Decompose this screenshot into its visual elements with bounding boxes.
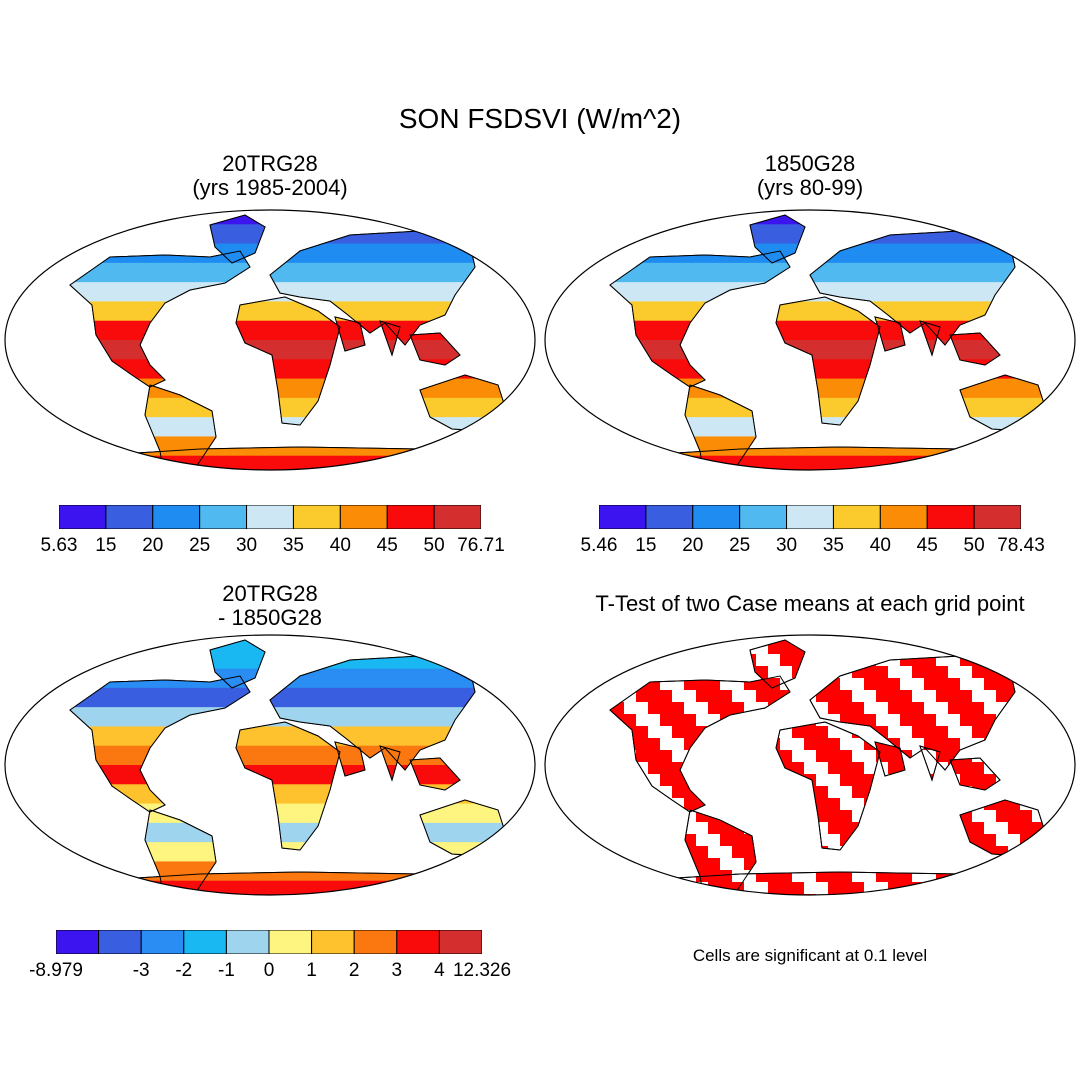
colorbar-label: 15	[95, 535, 117, 556]
colorbar-label: -3	[132, 960, 150, 981]
colorbar-label: -1	[217, 960, 235, 981]
colorbar-box	[311, 930, 355, 954]
colorbar-box	[268, 930, 313, 954]
colorbar-box	[105, 505, 154, 529]
colorbar-box	[599, 505, 647, 529]
colorbar-label: 30	[235, 535, 258, 556]
colorbar-box	[152, 505, 201, 529]
colorbar-box	[98, 930, 142, 954]
colorbar-label: 25	[189, 535, 211, 556]
colorbar-label: 4	[434, 960, 445, 981]
colorbar-label: 50	[423, 535, 445, 556]
colorbar-box	[386, 505, 435, 529]
ttest-note: Cells are significant at 0.1 level	[692, 946, 928, 965]
colorbar-box	[353, 930, 398, 954]
colorbar-box	[59, 505, 107, 529]
colorbar-labels-case1: 5.63 15 20 25 30 35 40 45 50 76.71	[41, 535, 505, 557]
colorbar-box	[438, 930, 482, 954]
colorbar-box	[433, 505, 481, 529]
colorbar-label: 78.43	[997, 535, 1045, 556]
colorbar-box	[739, 505, 788, 529]
colorbar-label: 2	[348, 960, 360, 981]
panel-title-line1: 20TRG28	[222, 581, 318, 606]
panel-title-case2: 1850G28 (yrs 80-99)	[680, 152, 940, 200]
colorbar-labels-difference: -8.979 -3 -2 -1 0 1 2 3 4 12.326	[29, 960, 511, 982]
map-case1	[4, 209, 536, 471]
map-case2	[544, 209, 1076, 471]
colorbar-box	[225, 930, 270, 954]
panel-title-line2: (yrs 1985-2004)	[192, 175, 348, 200]
colorbar-label: 5.46	[580, 535, 618, 556]
colorbar-label: -2	[175, 960, 193, 981]
colorbar-label: 35	[282, 535, 305, 556]
panel-title-case1: 20TRG28 (yrs 1985-2004)	[140, 152, 400, 200]
panel-title-difference: 20TRG28 - 1850G28	[140, 582, 400, 630]
colorbar-label: -8.979	[29, 960, 83, 981]
colorbar-labels-case2: 5.46 15 20 25 30 35 40 45 50 78.43	[581, 535, 1045, 557]
panel-title-line1: 20TRG28	[222, 151, 318, 176]
colorbar-case2	[599, 505, 1021, 529]
colorbar-label: 45	[916, 535, 938, 556]
colorbar-difference	[56, 930, 482, 954]
colorbar-label: 3	[391, 960, 403, 981]
colorbar-label: 12.326	[452, 960, 512, 981]
panel-title-line1: T-Test of two Case means at each grid po…	[595, 591, 1025, 616]
colorbar-label: 45	[376, 535, 398, 556]
colorbar-label: 20	[682, 535, 704, 556]
colorbar-label: 30	[775, 535, 798, 556]
colorbar-box	[292, 505, 341, 529]
colorbar-case1	[59, 505, 481, 529]
colorbar-box	[786, 505, 834, 529]
map-ttest	[544, 634, 1076, 896]
colorbar-box	[56, 930, 100, 954]
colorbar-box	[692, 505, 741, 529]
colorbar-label: 15	[635, 535, 657, 556]
colorbar-label: 50	[963, 535, 985, 556]
panel-title-line2: (yrs 80-99)	[756, 175, 864, 200]
colorbar-box	[926, 505, 975, 529]
panel-title-line2: - 1850G28	[218, 605, 322, 630]
colorbar-label: 5.63	[40, 535, 78, 556]
colorbar-box	[246, 505, 294, 529]
colorbar-box	[973, 505, 1021, 529]
colorbar-box	[396, 930, 440, 954]
colorbar-label: 35	[822, 535, 845, 556]
colorbar-box	[645, 505, 694, 529]
colorbar-label: 20	[142, 535, 164, 556]
colorbar-box	[183, 930, 227, 954]
colorbar-box	[199, 505, 248, 529]
colorbar-label: 40	[869, 535, 891, 556]
map-frame	[4, 634, 536, 896]
map-difference	[4, 634, 536, 896]
colorbar-label: 0	[263, 960, 275, 981]
map-frame	[544, 634, 1076, 896]
colorbar-label: 25	[729, 535, 751, 556]
main-title: SON FSDSVI (W/m^2)	[398, 103, 682, 134]
colorbar-box	[832, 505, 881, 529]
colorbar-box	[140, 930, 185, 954]
colorbar-label: 40	[329, 535, 351, 556]
colorbar-box	[339, 505, 388, 529]
panel-title-line1: 1850G28	[764, 151, 856, 176]
panel-title-ttest: T-Test of two Case means at each grid po…	[540, 592, 1080, 616]
map-frame	[544, 209, 1076, 471]
colorbar-box	[879, 505, 928, 529]
colorbar-label: 1	[306, 960, 317, 981]
colorbar-label: 76.71	[457, 535, 505, 556]
map-frame	[4, 209, 536, 471]
